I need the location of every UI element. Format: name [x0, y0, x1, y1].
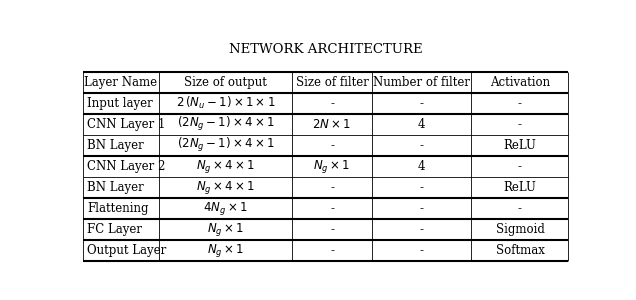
Text: BN Layer: BN Layer [87, 139, 144, 152]
Text: ReLU: ReLU [504, 139, 536, 152]
Text: $(2N_g - 1) \times 4 \times 1$: $(2N_g - 1) \times 4 \times 1$ [177, 116, 274, 134]
Text: Number of filter: Number of filter [373, 76, 470, 89]
Text: $N_g \times 4 \times 1$: $N_g \times 4 \times 1$ [196, 158, 255, 175]
Text: Activation: Activation [490, 76, 550, 89]
Text: Size of output: Size of output [184, 76, 266, 89]
Text: Layer Name: Layer Name [85, 76, 158, 89]
Text: Size of filter: Size of filter [296, 76, 368, 89]
Text: CNN Layer 2: CNN Layer 2 [87, 160, 166, 173]
Text: $2N \times 1$: $2N \times 1$ [312, 118, 352, 131]
Text: -: - [330, 202, 334, 215]
Text: -: - [420, 223, 424, 236]
Text: -: - [330, 244, 334, 257]
Text: NETWORK ARCHITECTURE: NETWORK ARCHITECTURE [229, 43, 423, 56]
Text: -: - [420, 97, 424, 110]
Text: -: - [330, 223, 334, 236]
Text: -: - [330, 181, 334, 194]
Text: $4N_g \times 1$: $4N_g \times 1$ [203, 200, 247, 217]
Text: 4: 4 [418, 118, 425, 131]
Text: $N_g \times 4 \times 1$: $N_g \times 4 \times 1$ [196, 179, 255, 196]
Text: $2\,(N_u - 1) \times 1 \times 1$: $2\,(N_u - 1) \times 1 \times 1$ [176, 95, 275, 111]
Text: -: - [518, 202, 522, 215]
Text: $N_g \times 1$: $N_g \times 1$ [207, 242, 244, 259]
Text: Softmax: Softmax [495, 244, 544, 257]
Text: -: - [518, 160, 522, 173]
Text: ReLU: ReLU [504, 181, 536, 194]
Text: -: - [420, 181, 424, 194]
Text: Flattening: Flattening [87, 202, 149, 215]
Text: -: - [518, 97, 522, 110]
Text: Sigmoid: Sigmoid [495, 223, 544, 236]
Text: -: - [518, 118, 522, 131]
Text: 4: 4 [418, 160, 425, 173]
Text: Input layer: Input layer [87, 97, 153, 110]
Text: CNN Layer 1: CNN Layer 1 [87, 118, 166, 131]
Text: BN Layer: BN Layer [87, 181, 144, 194]
Text: $N_g \times 1$: $N_g \times 1$ [314, 158, 350, 175]
Text: $(2N_g - 1) \times 4 \times 1$: $(2N_g - 1) \times 4 \times 1$ [177, 136, 274, 154]
Text: Output Layer: Output Layer [87, 244, 167, 257]
Text: -: - [420, 139, 424, 152]
Text: $N_g \times 1$: $N_g \times 1$ [207, 221, 244, 238]
Text: -: - [420, 244, 424, 257]
Text: FC Layer: FC Layer [87, 223, 142, 236]
Text: -: - [420, 202, 424, 215]
Text: -: - [330, 139, 334, 152]
Text: -: - [330, 97, 334, 110]
